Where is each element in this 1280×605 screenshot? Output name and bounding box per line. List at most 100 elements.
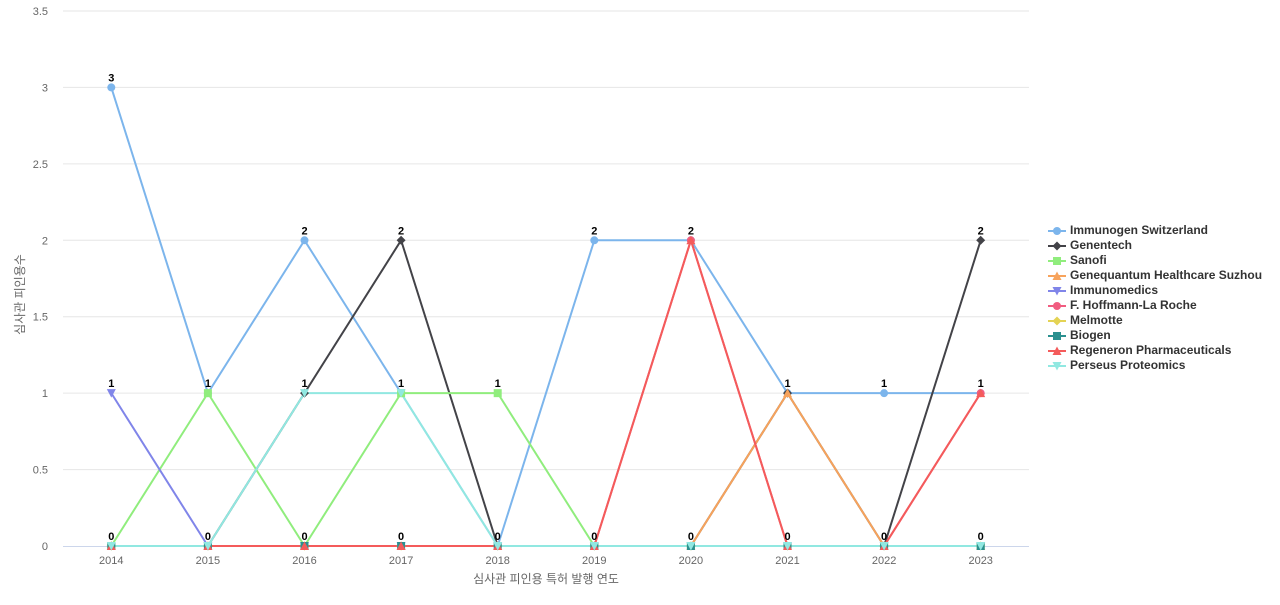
data-point[interactable]	[686, 542, 696, 551]
x-tick-label: 2018	[485, 555, 509, 567]
data-point[interactable]	[300, 236, 309, 245]
data-point[interactable]	[976, 542, 986, 551]
data-point[interactable]	[493, 542, 503, 551]
y-axis-title: 심사관 피인용수	[13, 254, 27, 335]
data-label: 0	[495, 531, 501, 543]
data-point[interactable]	[107, 83, 116, 92]
data-label: 0	[205, 531, 211, 543]
data-point[interactable]	[106, 542, 116, 551]
data-point[interactable]	[396, 389, 406, 398]
series-markers	[106, 83, 986, 551]
y-tick-label: 3.5	[33, 6, 48, 18]
legend-marker-icon	[1053, 301, 1061, 310]
x-axis-title: 심사관 피인용 특허 발행 연도	[473, 571, 619, 586]
legend-marker-icon	[1053, 226, 1061, 235]
series-lines	[110, 87, 982, 547]
legend-item[interactable]: F. Hoffmann-La Roche	[1048, 298, 1278, 313]
data-label: 1	[108, 378, 114, 390]
y-tick-label: 3	[42, 82, 48, 94]
legend-swatch-icon	[1048, 271, 1066, 280]
data-point[interactable]	[493, 389, 502, 398]
data-point[interactable]	[396, 235, 406, 245]
data-point[interactable]	[203, 542, 213, 551]
data-point[interactable]	[880, 389, 889, 398]
data-point[interactable]	[783, 388, 792, 398]
data-point[interactable]	[589, 542, 599, 551]
data-label: 2	[398, 225, 404, 237]
legend-item[interactable]: Perseus Proteomics	[1048, 358, 1278, 373]
data-label: 2	[688, 225, 694, 237]
data-point[interactable]	[783, 542, 792, 551]
legend-swatch-icon	[1048, 316, 1066, 325]
series-line	[110, 87, 981, 547]
legend-item[interactable]: Genentech	[1048, 238, 1278, 253]
y-axis-ticks: 0 0.5 1 1.5 2 2.5 3 3.5	[33, 6, 48, 553]
data-label: 0	[301, 531, 307, 543]
data-label: 0	[398, 531, 404, 543]
data-point[interactable]	[879, 542, 889, 551]
y-tick-label: 0	[42, 541, 48, 553]
data-label: 2	[301, 225, 307, 237]
data-label: 1	[978, 378, 984, 390]
y-tick-label: 1.5	[33, 312, 48, 324]
legend-item[interactable]: Biogen	[1048, 328, 1278, 343]
x-tick-label: 2022	[872, 555, 896, 567]
x-tick-label: 2016	[292, 555, 316, 567]
legend-label: Genentech	[1070, 238, 1133, 252]
legend-marker-icon	[1052, 271, 1062, 280]
y-tick-label: 2.5	[33, 159, 48, 171]
legend-label: Melmotte	[1070, 313, 1123, 327]
x-tick-label: 2015	[196, 555, 220, 567]
legend-marker-icon	[1052, 361, 1062, 370]
legend-item[interactable]: Sanofi	[1048, 253, 1278, 268]
x-tick-label: 2020	[679, 555, 703, 567]
data-label: 3	[108, 72, 114, 84]
data-label: 0	[881, 531, 887, 543]
legend-item[interactable]: Melmotte	[1048, 313, 1278, 328]
legend-swatch-icon	[1048, 346, 1066, 355]
legend-swatch-icon	[1048, 301, 1066, 310]
legend-label: Sanofi	[1070, 253, 1107, 267]
data-label: 1	[398, 378, 404, 390]
data-point[interactable]	[396, 541, 406, 551]
x-tick-label: 2021	[775, 555, 799, 567]
legend-label: Immunogen Switzerland	[1070, 223, 1209, 237]
x-tick-label: 2017	[389, 555, 413, 567]
legend-marker-icon	[1053, 256, 1061, 265]
legend-marker-icon	[1052, 346, 1062, 355]
line-chart: 00.511.522.533.5 2014 2015 2016 2017 2018 201…	[13, 6, 1029, 586]
data-point[interactable]	[976, 235, 986, 245]
legend-item[interactable]: Regeneron Pharmaceuticals	[1048, 343, 1278, 358]
data-point[interactable]	[590, 236, 599, 245]
data-label: 0	[688, 531, 694, 543]
legend-swatch-icon	[1048, 361, 1066, 370]
data-labels: 3 1 0 1 0 2 1 0 2 1 0 1 0 2 0 2 0 1 0 1 0 2 1 0	[108, 72, 984, 543]
legend-item[interactable]: Immunogen Switzerland	[1048, 223, 1278, 238]
legend-label: Genequantum Healthcare Suzhou	[1070, 268, 1263, 282]
data-point[interactable]	[976, 388, 986, 398]
legend-label: Regeneron Pharmaceuticals	[1070, 343, 1232, 357]
legend-label: Perseus Proteomics	[1070, 358, 1186, 372]
legend-label: Immunomedics	[1070, 283, 1159, 297]
series-line	[111, 392, 981, 547]
data-point[interactable]	[300, 389, 309, 398]
legend-marker-icon	[1052, 241, 1062, 250]
legend-label: F. Hoffmann-La Roche	[1070, 298, 1197, 312]
legend-swatch-icon	[1048, 286, 1066, 295]
data-point[interactable]	[106, 389, 116, 398]
legend-label: Biogen	[1070, 328, 1111, 342]
data-label: 0	[978, 531, 984, 543]
legend-item[interactable]: Genequantum Healthcare Suzhou	[1048, 268, 1278, 283]
legend-marker-icon	[1052, 286, 1062, 295]
legend-swatch-icon	[1048, 241, 1066, 250]
data-label: 0	[784, 531, 790, 543]
data-point[interactable]	[203, 389, 212, 398]
x-axis-ticks: 2014 2015 2016 2017 2018 2019 2020 2021 2022 2023	[99, 555, 993, 567]
data-label: 1	[301, 378, 307, 390]
legend-item[interactable]: Immunomedics	[1048, 283, 1278, 298]
legend-swatch-icon	[1048, 226, 1066, 235]
y-tick-label: 2	[42, 235, 48, 247]
data-point[interactable]	[300, 541, 309, 551]
data-point[interactable]	[686, 235, 696, 245]
